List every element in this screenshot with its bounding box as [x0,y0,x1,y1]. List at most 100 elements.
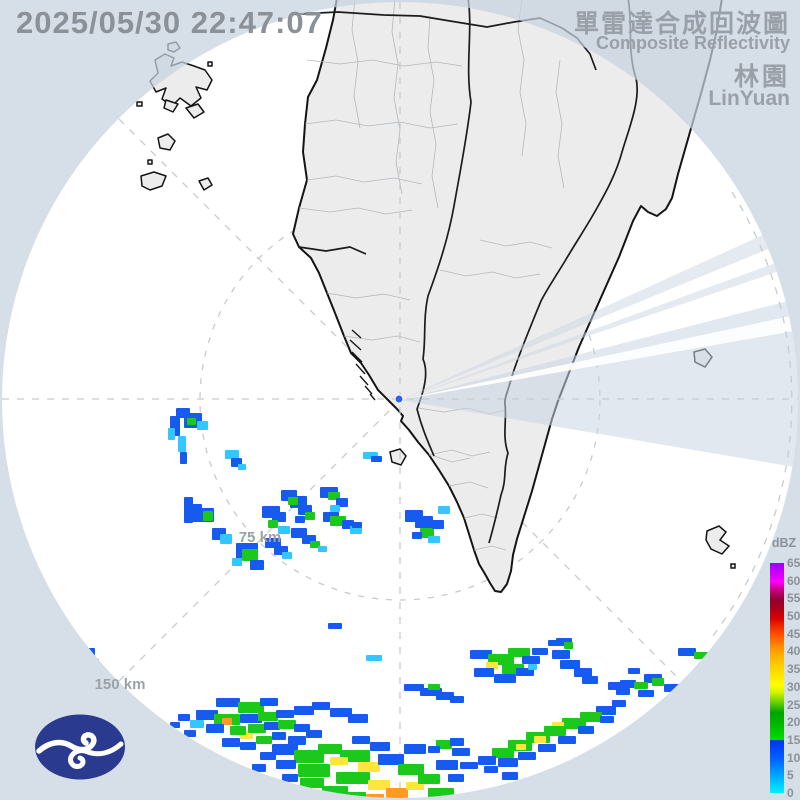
radar-echo [438,506,450,514]
radar-echo [534,736,546,743]
radar-echo [428,536,440,543]
range-ring-150km-east-arc [708,191,793,642]
radar-echo [432,520,444,529]
radar-echo [250,560,264,570]
radar-echo [415,516,433,528]
radar-echo [492,748,514,758]
range-label-75km: 75 km [238,529,282,546]
radar-echo [470,650,492,659]
radar-echo [578,726,594,734]
radar-echo [502,772,518,780]
radar-echo [620,680,636,688]
radar-echo [295,516,305,523]
radar-echo [306,730,322,738]
radar-echo [252,764,266,772]
orchid-island [705,525,731,555]
radar-echo [240,714,262,723]
radar-echo [634,682,648,689]
radar-echo [222,718,232,725]
radar-echo [256,736,272,744]
crosshair-diagonal-nw-se [118,118,682,682]
radar-echo [564,642,573,649]
radar-echo [474,668,494,677]
radar-echo [494,674,516,683]
radar-echo [386,788,408,798]
radar-echo [466,762,478,769]
radar-echo [276,760,296,769]
station-name-en: LinYuan [708,87,790,110]
radar-echo [582,676,598,684]
radar-echo [178,436,186,452]
radar-echo [272,512,286,522]
radar-echo [370,742,390,751]
radar-echo [248,724,266,733]
radar-echo [238,464,246,470]
radar-echo [190,720,204,728]
radar-echo [371,456,382,462]
radar-echo [612,700,626,707]
radar-echo [358,762,380,772]
radar-echo [278,526,290,534]
radar-echo [298,764,330,777]
page-title-zh: 單雷達合成回波圖 [573,10,790,38]
radar-echo [168,428,175,440]
radar-echo [532,648,548,655]
radar-echo [187,418,196,425]
radar-echo [170,722,180,728]
radar-echo [238,702,264,713]
radar-echo [184,730,196,737]
station-name-zh: 林園 [733,63,790,91]
radar-echo [232,558,242,566]
radar-echo [336,498,348,507]
radar-echo [508,648,530,657]
radar-echo [272,732,286,740]
radar-echo [366,794,384,798]
radar-echo [600,716,614,723]
radar-echo [240,742,256,750]
cwb-logo [35,714,125,780]
radar-echo [420,528,434,538]
radar-echo [294,750,324,763]
radar-echo [178,714,190,721]
radar-echo [352,522,362,528]
radar-echo [203,511,213,521]
radar-echo [516,744,526,750]
radar-echo [428,746,440,753]
radar-echo [328,623,342,629]
radar-echo [558,736,576,744]
radar-echo [522,656,540,664]
radar-echo [216,698,240,707]
radar-echo [222,738,240,747]
radar-echo [230,726,246,735]
radar-echo [560,660,580,669]
radar-echo [436,740,452,749]
radar-echo [180,452,187,464]
radar-echo [242,549,258,561]
radar-echo [220,534,232,544]
radar-echo [318,744,342,754]
radar-echo [638,690,654,697]
radar-echo [452,748,470,756]
radar-echo [418,774,440,784]
radar-echo [265,538,281,548]
radar-echo [294,724,310,732]
radar-echo [518,752,536,760]
radar-echo [282,774,298,782]
radar-echo [330,757,348,765]
radar-echo [260,752,276,760]
radar-echo [484,766,498,773]
radar-echo [404,744,426,754]
radar-echo [305,512,315,520]
page-title-en: Composite Reflectivity [595,33,790,53]
radar-echo [678,648,696,656]
radar-echo [294,706,314,715]
radar-echo [448,774,464,782]
radar-echo [412,532,422,539]
radar-echo [278,720,296,729]
radar-echo [225,450,239,459]
liuqiu-island [389,448,407,466]
echo-layer [88,408,714,798]
radar-echo [276,710,294,718]
radar-echo [378,754,404,765]
